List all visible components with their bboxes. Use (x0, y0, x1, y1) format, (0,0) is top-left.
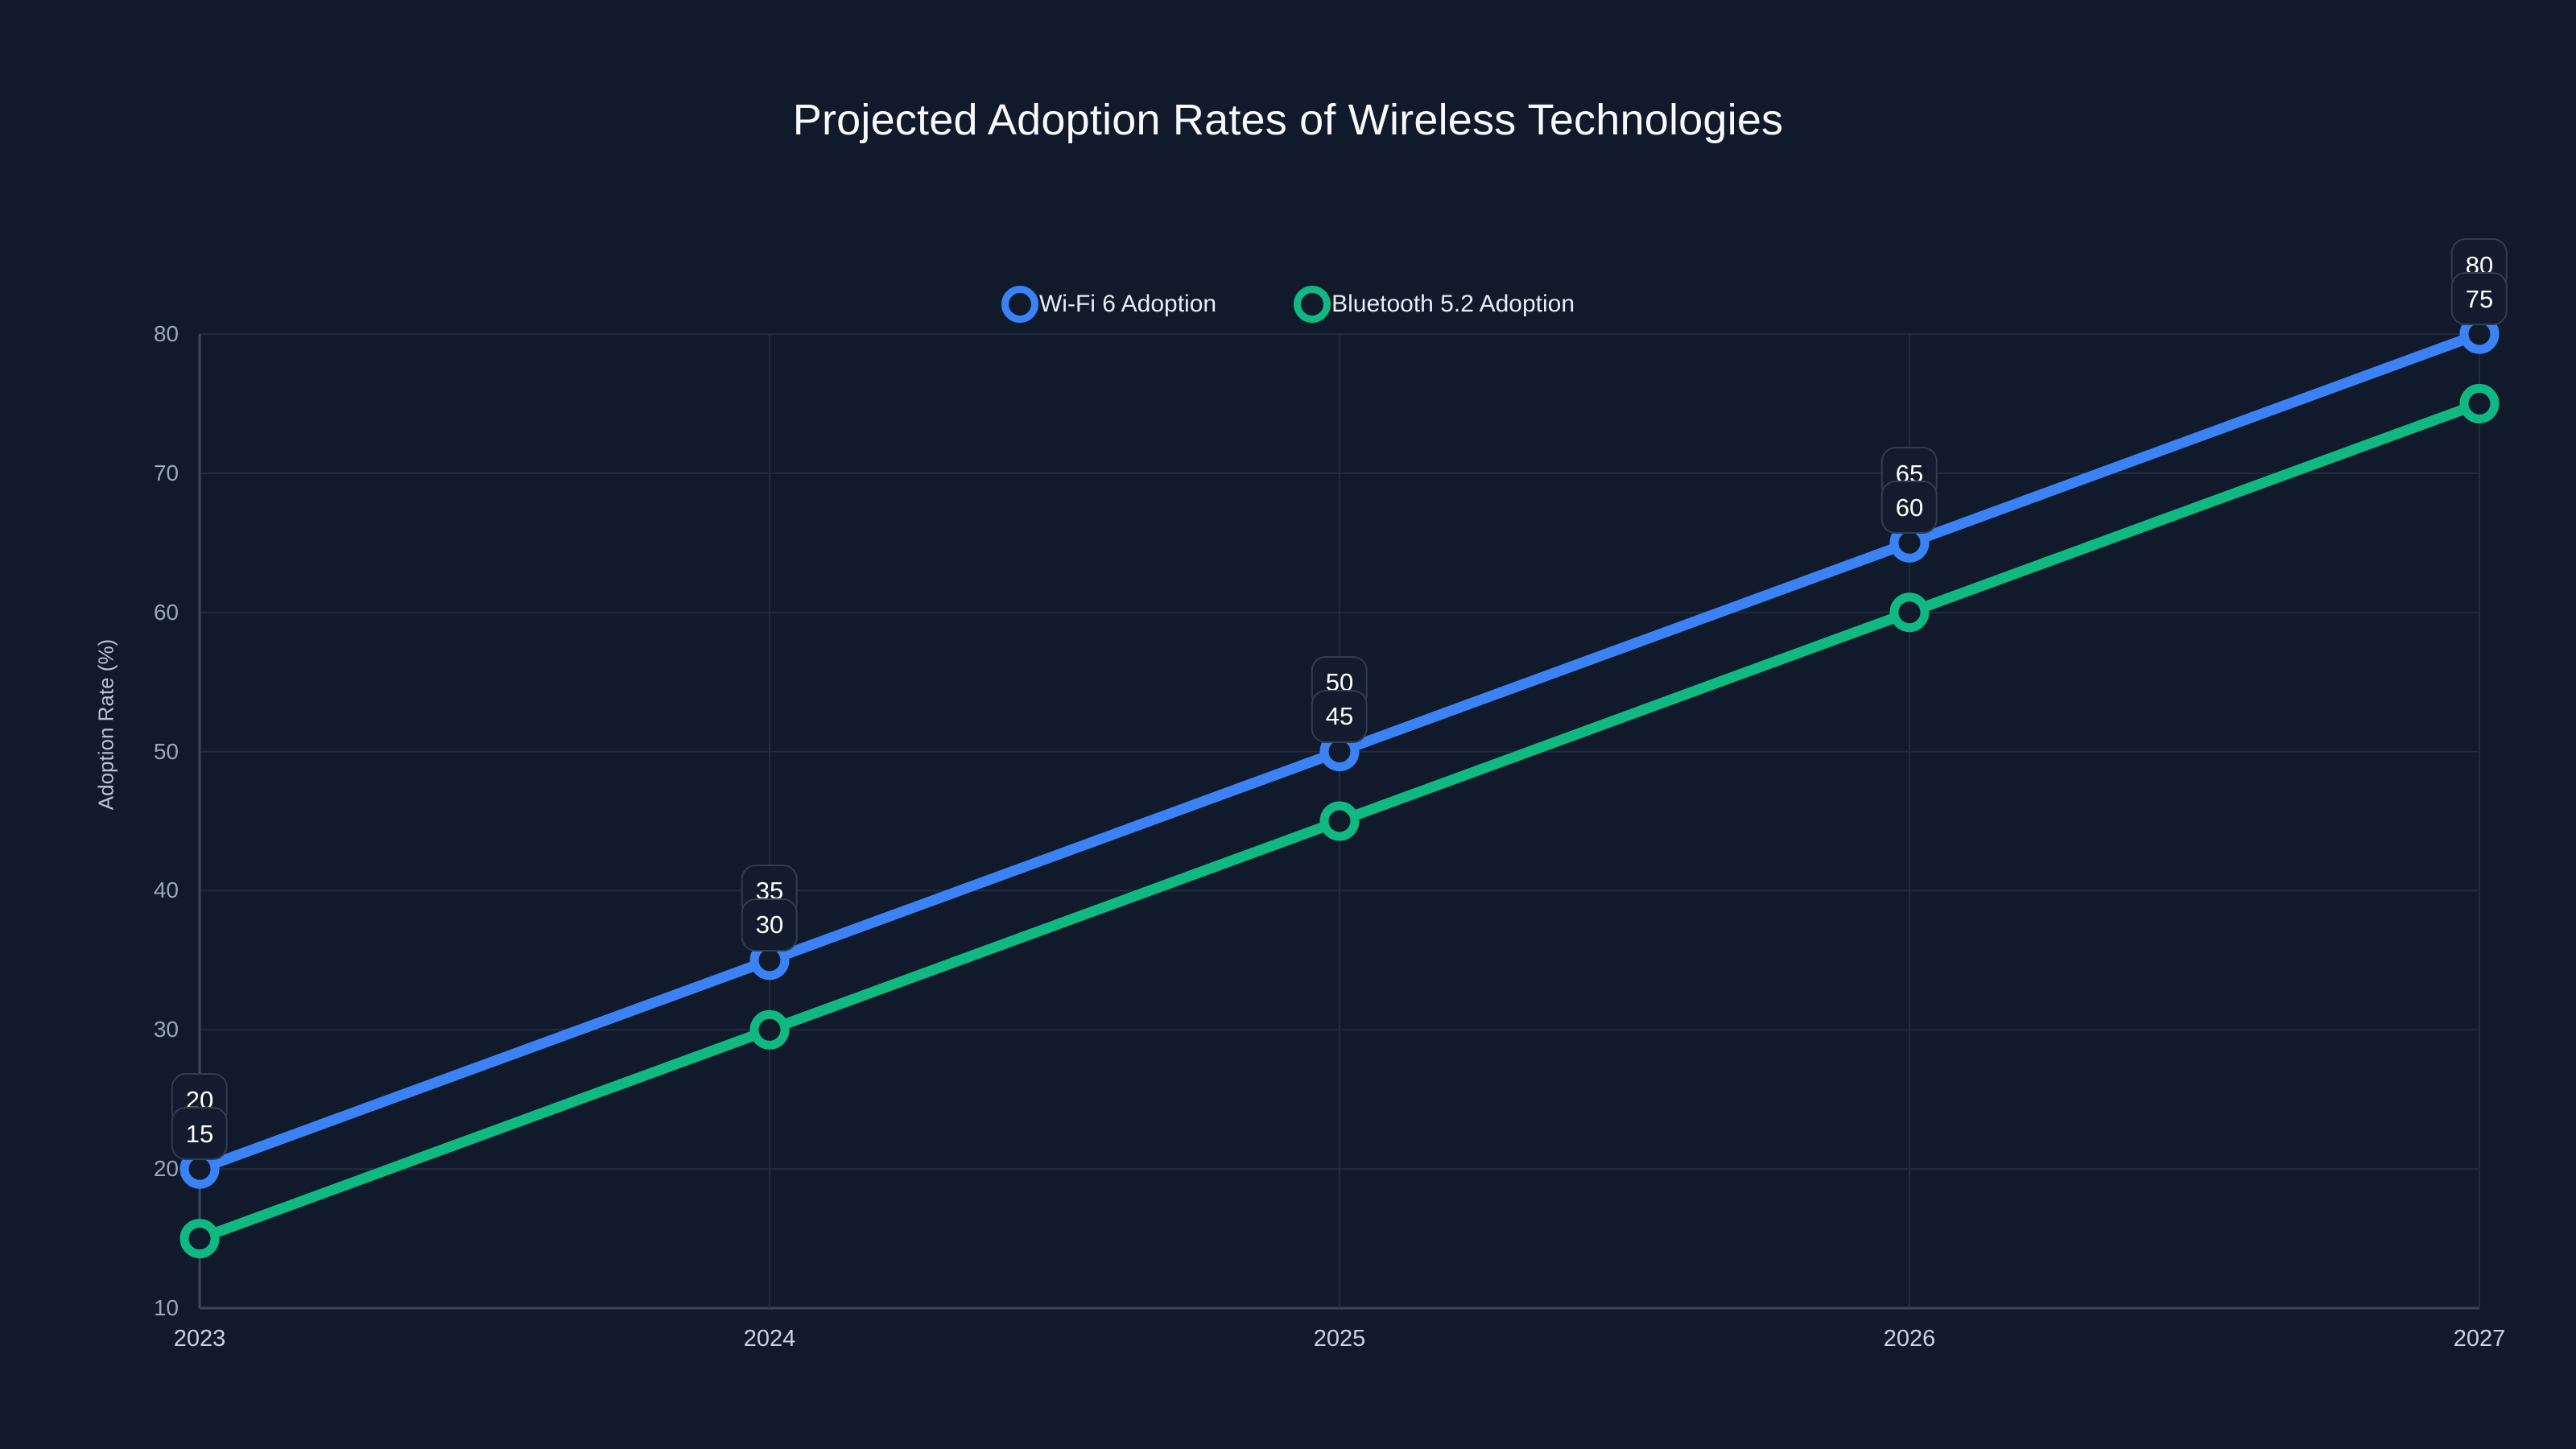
legend-marker-icon (1294, 286, 1331, 323)
y-axis-tick-label: 20 (153, 1156, 179, 1182)
plot-svg (180, 314, 2500, 1310)
data-point-marker[interactable] (180, 1219, 220, 1259)
data-point-marker[interactable] (1889, 592, 1930, 633)
marker-ring-icon (749, 1009, 790, 1050)
data-point-marker[interactable] (1319, 801, 1360, 841)
marker-ring-icon (180, 1219, 220, 1259)
legend-label: Wi-Fi 6 Adoption (1038, 291, 1217, 317)
y-axis-tick-label: 60 (153, 599, 179, 625)
marker-ring-icon (1319, 801, 1360, 841)
legend-item-0[interactable]: Wi-Fi 6 Adoption (1001, 286, 1216, 323)
y-axis-tick-label: 40 (153, 877, 179, 903)
data-label-badge: 15 (171, 1107, 229, 1161)
y-axis-tick-label: 50 (153, 738, 179, 764)
marker-ring-icon (1889, 592, 1930, 633)
x-axis-tick-label: 2025 (1313, 1326, 1366, 1352)
data-point-marker[interactable] (749, 1009, 790, 1050)
chart-title: Projected Adoption Rates of Wireless Tec… (792, 96, 1784, 144)
chart-legend: Wi-Fi 6 Adoption Bluetooth 5.2 Adoption (0, 286, 2576, 323)
marker-ring-icon (2459, 383, 2500, 423)
data-label-badge: 75 (2450, 272, 2508, 325)
legend-marker-icon (1001, 286, 1038, 323)
y-axis-tick-label: 30 (153, 1017, 179, 1042)
y-axis-tick-label: 80 (153, 321, 179, 346)
legend-label: Bluetooth 5.2 Adoption (1331, 291, 1575, 317)
x-axis-tick-label: 2023 (173, 1326, 226, 1352)
data-label-badge: 30 (741, 898, 799, 952)
y-axis-tick-label: 10 (153, 1295, 179, 1320)
x-axis-tick-label: 2026 (1883, 1326, 1936, 1352)
plot-area: 10 20 30 40 50 60 70 80 2023 2024 2025 2026 2027 20 35… (154, 238, 2508, 1352)
y-axis-title: Adoption Rate (%) (93, 638, 118, 811)
data-label-badge: 45 (1311, 689, 1368, 743)
data-label-badge: 60 (1880, 481, 1938, 535)
legend-item-1[interactable]: Bluetooth 5.2 Adoption (1294, 286, 1575, 323)
x-axis-tick-label: 2024 (743, 1326, 796, 1352)
data-point-marker[interactable] (2459, 383, 2500, 423)
x-axis-tick-label: 2027 (2453, 1326, 2506, 1352)
y-axis-tick-label: 70 (153, 460, 179, 485)
